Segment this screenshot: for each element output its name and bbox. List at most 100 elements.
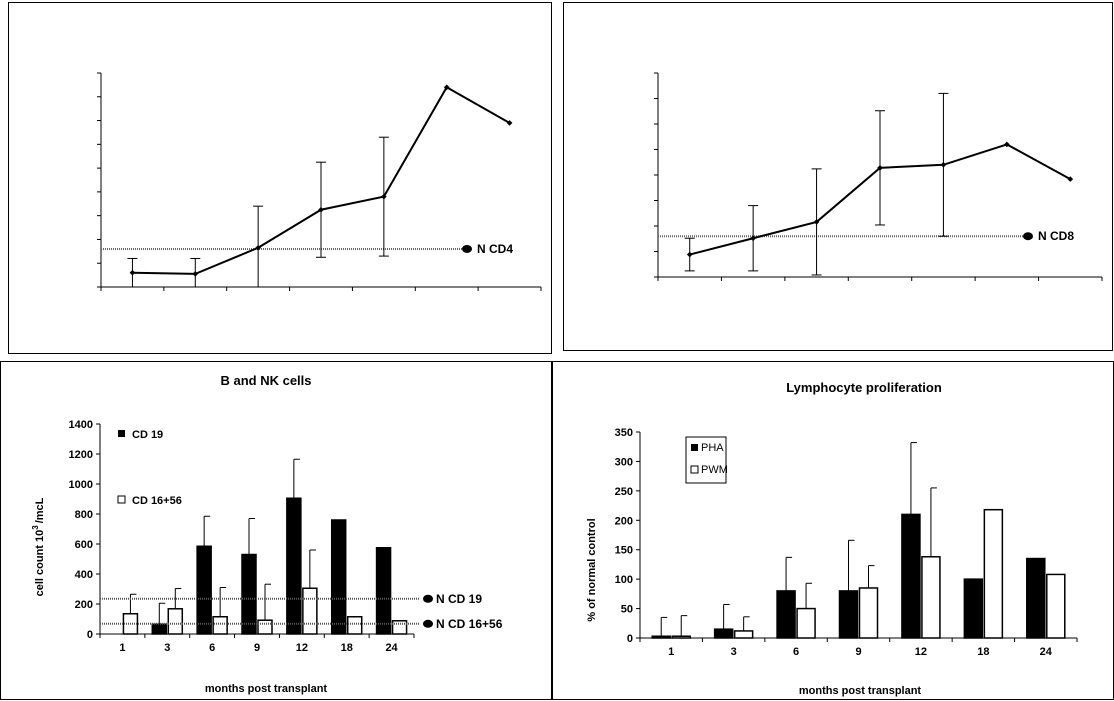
- bar: [671, 635, 691, 639]
- y-tick-label: 1200: [69, 449, 93, 461]
- bar: [921, 556, 941, 639]
- legend-label: CD 19: [132, 429, 163, 441]
- y-tick-label: 350: [615, 427, 633, 439]
- reference-label: N CD 19: [436, 592, 482, 606]
- legend-box: [685, 436, 727, 484]
- y-axis-label: cell count 103/mcL: [31, 497, 46, 596]
- data-point: [255, 244, 261, 251]
- bar: [838, 590, 859, 639]
- bar: [257, 619, 273, 635]
- y-tick-label: 250: [615, 486, 633, 498]
- data-point: [443, 84, 450, 91]
- data-point: [940, 161, 947, 168]
- x-tick-label: 18: [341, 642, 353, 654]
- data-point: [1004, 141, 1010, 148]
- y-tick-label: 1400: [69, 419, 93, 431]
- reference-label: N CD8: [1038, 229, 1074, 243]
- b-nk-cells-chart-panel: B and NK cells months post transplant ce…: [0, 361, 552, 700]
- x-tick-label: 24: [1040, 646, 1053, 658]
- x-tick-label: 24: [385, 642, 398, 654]
- legend-label: CD 16+56: [132, 495, 182, 507]
- x-tick-label: 6: [793, 646, 799, 658]
- legend-label: PHA: [701, 442, 724, 454]
- y-tick-label: 0: [87, 629, 93, 641]
- bar: [241, 553, 257, 635]
- bar: [1046, 573, 1066, 639]
- bar: [776, 590, 796, 639]
- legend-swatch: [690, 465, 699, 474]
- data-point: [192, 271, 199, 277]
- bar: [858, 587, 879, 639]
- chart-title: B and NK cells: [220, 373, 311, 388]
- bar: [167, 608, 184, 635]
- lymphocyte-proliferation-bar-chart: Lymphocyte proliferation months post tra…: [586, 380, 1078, 697]
- y-tick-label: 300: [615, 456, 633, 468]
- x-tick-label: 6: [209, 642, 215, 654]
- bar: [733, 630, 754, 639]
- bar: [302, 587, 318, 635]
- bar: [796, 607, 816, 639]
- reference-label: N CD4: [477, 242, 513, 256]
- x-tick-label: 9: [254, 642, 260, 654]
- y-tick-label: 0: [627, 633, 633, 645]
- y-axis-label-main: cell count 10: [34, 530, 46, 597]
- y-tick-label: 150: [615, 545, 633, 557]
- bar: [983, 508, 1004, 639]
- bar: [212, 616, 228, 635]
- x-tick-label: 1: [119, 642, 125, 654]
- y-axis-label-tail: /mcL: [34, 497, 46, 523]
- x-tick-label: 3: [731, 646, 737, 658]
- y-tick-label: 50: [621, 604, 633, 616]
- bar: [375, 547, 392, 635]
- legend-swatch: [117, 495, 126, 504]
- bar: [963, 578, 984, 639]
- y-tick-label: 1000: [69, 479, 93, 491]
- bar: [330, 519, 347, 635]
- cd4-chart-panel: N CD4: [8, 2, 552, 354]
- data-point: [381, 193, 387, 200]
- y-axis-label: % of normal control: [586, 518, 598, 621]
- cd8-chart-panel: N CD8: [563, 2, 1113, 351]
- data-point: [750, 235, 756, 242]
- x-tick-label: 12: [296, 642, 308, 654]
- x-tick-label: 18: [977, 646, 989, 658]
- y-tick-label: 800: [75, 509, 93, 521]
- chart-title: Lymphocyte proliferation: [786, 380, 942, 395]
- x-axis-label: months post transplant: [205, 683, 328, 695]
- data-point: [686, 251, 693, 258]
- data-point: [318, 206, 324, 213]
- x-axis-label: months post transplant: [799, 685, 922, 697]
- reference-marker: [423, 619, 433, 628]
- reference-label: N CD 16+56: [436, 617, 503, 631]
- b-nk-cells-bar-chart: B and NK cells months post transplant ce…: [31, 373, 503, 695]
- data-point: [129, 269, 136, 276]
- lymphocyte-proliferation-chart-panel: Lymphocyte proliferation months post tra…: [552, 361, 1114, 700]
- data-point: [506, 120, 513, 126]
- legend-swatch: [118, 430, 125, 437]
- bar: [391, 620, 408, 635]
- reference-marker: [462, 244, 472, 253]
- y-tick-label: 400: [75, 569, 93, 581]
- y-tick-label: 100: [615, 574, 633, 586]
- y-axis-label-superscript: 3: [31, 525, 40, 530]
- x-tick-label: 9: [855, 646, 861, 658]
- bar: [346, 616, 363, 635]
- y-tick-label: 200: [615, 515, 633, 527]
- reference-marker: [423, 594, 433, 603]
- legend-label: PWM: [701, 464, 728, 476]
- reference-marker: [1023, 232, 1033, 241]
- bar: [651, 635, 671, 639]
- x-tick-label: 1: [668, 646, 674, 658]
- bar: [713, 628, 734, 639]
- bar: [151, 623, 168, 635]
- bar: [286, 497, 302, 635]
- bar: [1026, 557, 1046, 639]
- bar: [901, 513, 921, 639]
- y-tick-label: 200: [75, 599, 93, 611]
- x-tick-label: 12: [915, 646, 927, 658]
- bar: [196, 545, 212, 635]
- legend-swatch: [691, 444, 698, 451]
- y-tick-label: 600: [75, 539, 93, 551]
- data-point: [877, 165, 883, 171]
- x-tick-label: 3: [164, 642, 170, 654]
